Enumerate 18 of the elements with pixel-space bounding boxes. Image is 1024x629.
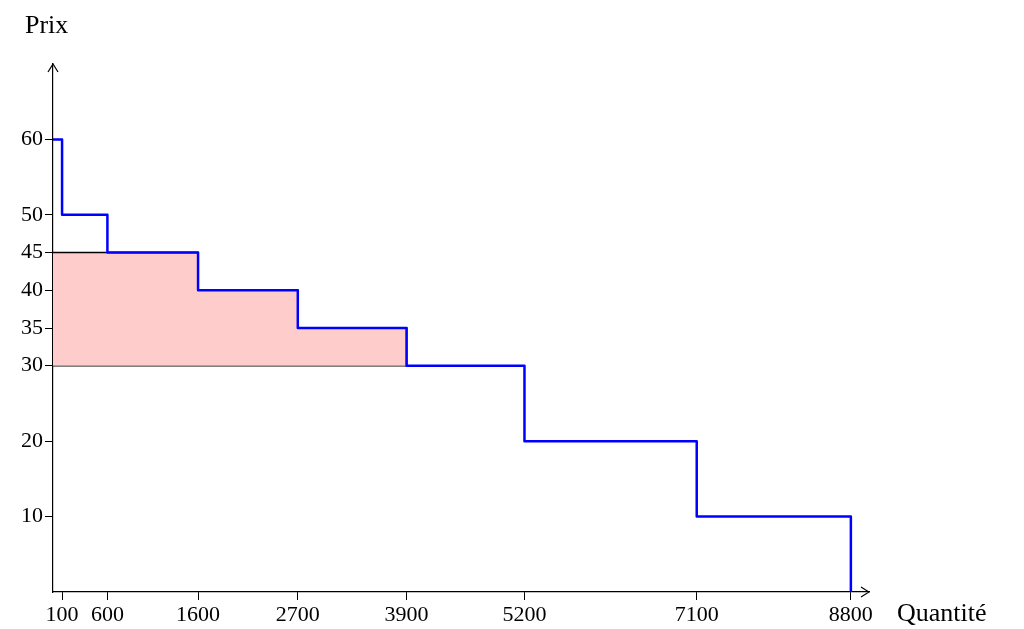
y-tick-label: 30 <box>21 351 43 377</box>
x-tick-label: 3900 <box>384 600 429 626</box>
x-tick-label: 600 <box>90 600 124 626</box>
x-tick-label: 7100 <box>674 600 719 626</box>
x-tick-label: 1600 <box>176 600 221 626</box>
y-tick-label: 45 <box>21 238 43 264</box>
y-tick-label: 40 <box>21 276 43 302</box>
y-tick-label: 60 <box>21 125 43 151</box>
y-tick-label: 35 <box>21 313 43 339</box>
y-tick-label: 20 <box>21 426 43 452</box>
x-tick-label: 2700 <box>275 600 320 626</box>
x-tick-label: 8800 <box>828 600 873 626</box>
x-tick-label: 100 <box>45 600 79 626</box>
x-tick-label: 5200 <box>502 600 547 626</box>
x-axis-title: Quantité <box>897 597 987 627</box>
y-tick-label: 50 <box>21 200 43 226</box>
y-axis-title: Prix <box>25 9 69 39</box>
y-tick-label: 10 <box>21 502 43 528</box>
